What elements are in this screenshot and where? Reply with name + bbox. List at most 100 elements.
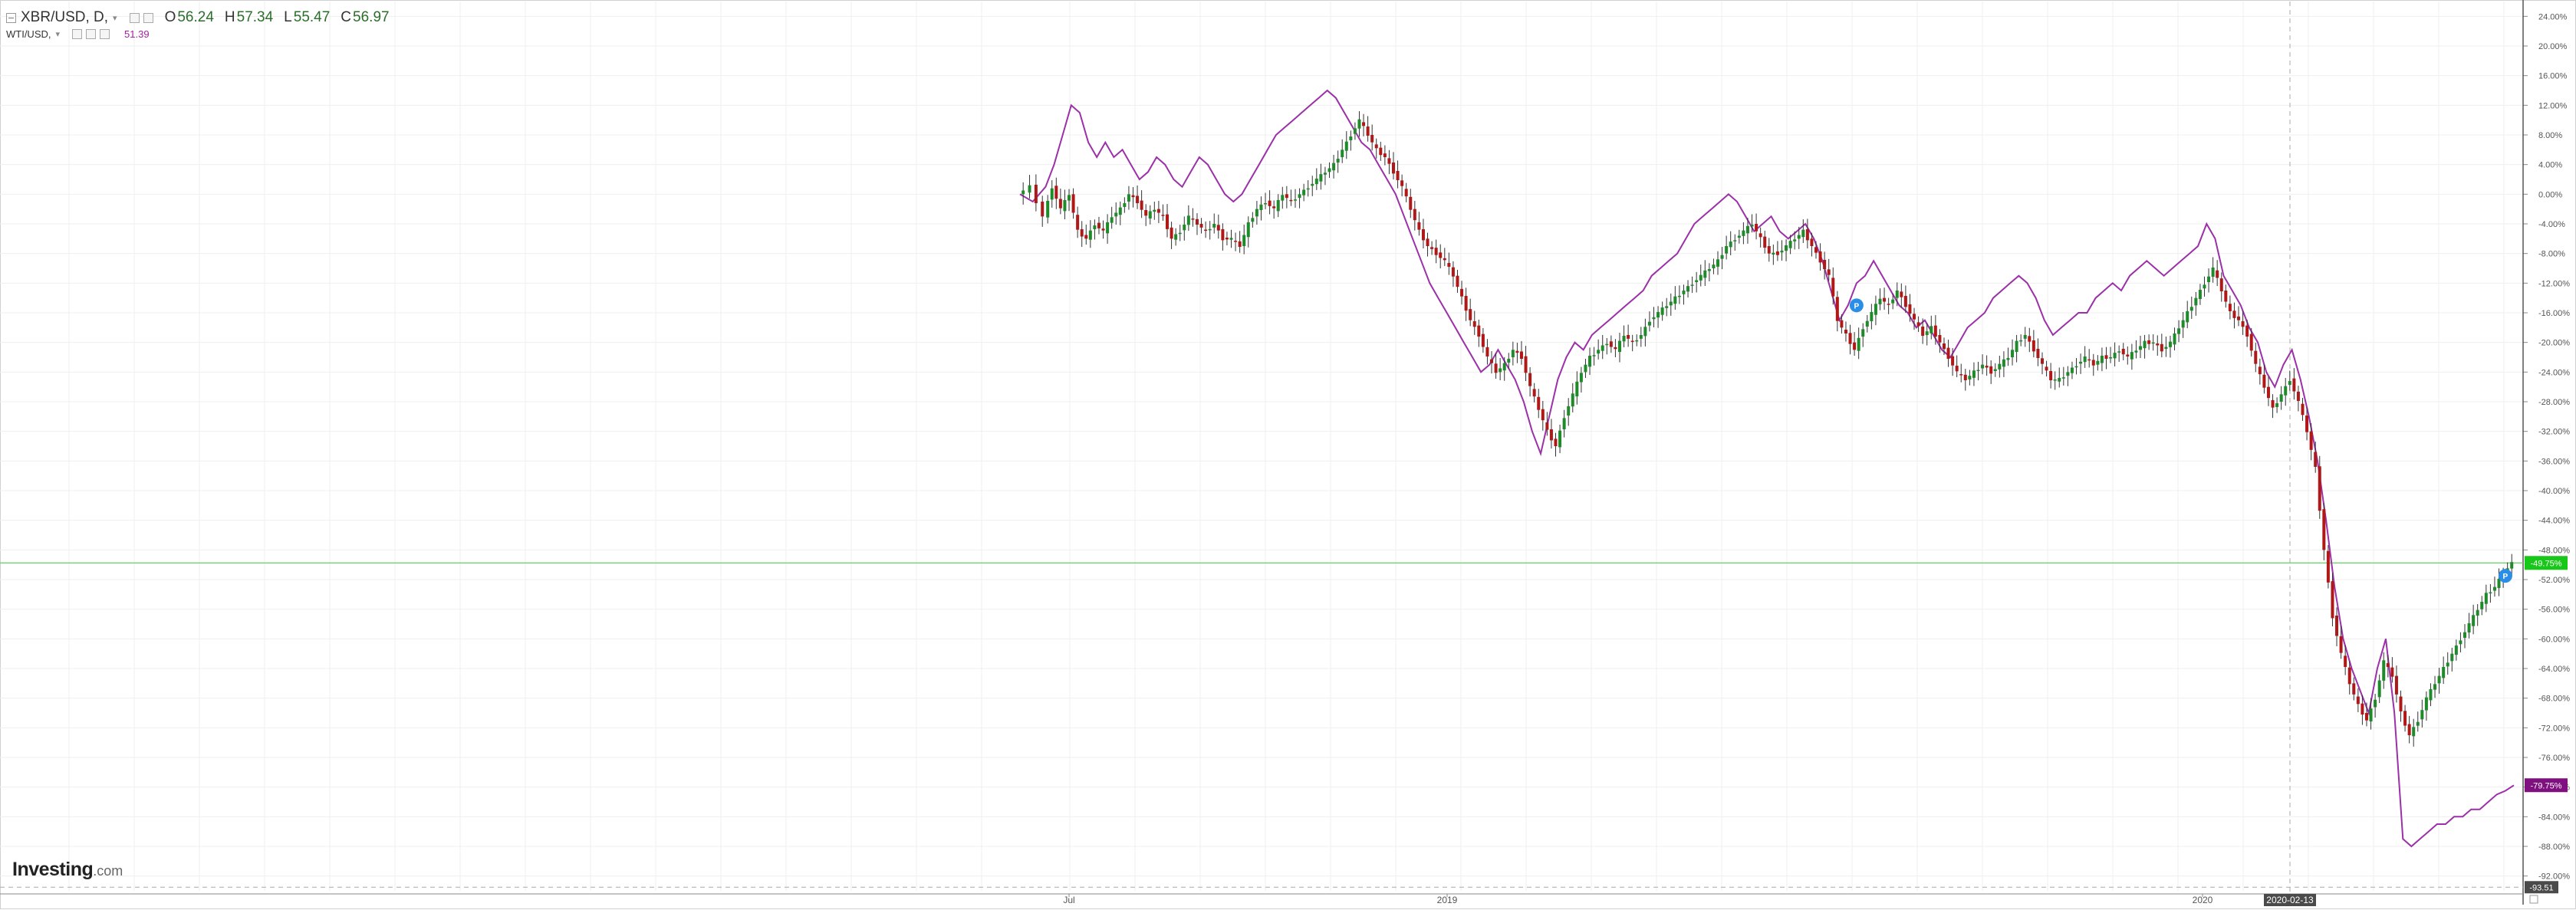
candle-down [1131,195,1135,198]
candle-down [1460,288,1464,297]
candle-down [2394,675,2398,695]
candle-down [2147,340,2151,344]
candle-down [1913,314,1916,320]
hide-icon[interactable] [143,12,153,23]
event-marker-icon[interactable]: P [2498,569,2512,583]
candle-down [1464,295,1468,311]
candle-up [2211,267,2215,278]
candle-down [1883,297,1887,302]
candle-down [1614,347,1617,350]
candle-down [1959,374,1963,376]
candle-up [2480,602,2484,609]
candle-up [1737,235,1741,238]
candle-down [1034,184,1038,204]
candle-up [2074,366,2078,368]
x-tick-label: Jul [1063,895,1074,905]
y-tick-label: -60.00% [2538,635,2570,644]
candle-down [1156,209,1160,213]
candle-up [2019,340,2023,342]
chevron-down-icon[interactable]: ▾ [55,29,61,39]
candle-down [2156,343,2160,346]
legend-overlay-series[interactable]: WTI/USD, ▾ 51.39 [6,26,390,41]
candle-down [1370,135,1374,143]
candle-up [1178,232,1182,235]
candle-down [1942,343,1946,350]
candle-up [2168,341,2172,347]
candle-up [1639,335,1643,339]
candle-down [1823,259,1827,270]
candle-up [2079,361,2083,364]
candle-up [2442,666,2446,678]
candle-up [1174,234,1178,240]
investing-logo: Investing.com [12,859,123,880]
candle-up [2164,347,2168,349]
candle-up [2484,593,2488,604]
candle-down [2292,378,2296,392]
candle-up [2066,372,2070,376]
candle-up [2467,623,2471,633]
candle-down [1439,252,1443,258]
legend-main-series[interactable]: XBR/USD, D, ▾ O 56.24 H 57.34 L 55.47 C 56.9… [6,9,390,26]
candle-down [1268,200,1272,206]
y-tick-label: 24.00% [2538,12,2568,21]
y-tick-label: -52.00% [2538,576,2570,585]
candle-down [2241,321,2245,327]
candle-up [1780,250,1784,253]
candle-up [2492,586,2496,591]
candle-up [1499,368,1502,373]
y-tick-label: 0.00% [2538,190,2562,199]
candle-up [1656,311,1660,318]
candle-down [2228,304,2232,311]
candle-down [2036,348,2040,359]
candle-down [1285,194,1288,199]
collapse-icon[interactable] [6,12,16,23]
remove-icon[interactable] [100,28,110,39]
candle-down [1080,228,1084,237]
candle-up [2109,357,2113,359]
candle-up [2412,727,2416,737]
candle-up [1259,204,1263,211]
candle-up [2489,592,2492,594]
candle-down [1840,320,1844,328]
settings-icon[interactable] [129,12,140,23]
y-tick-label: -4.00% [2538,220,2565,229]
candle-down [1515,350,1519,353]
candle-down [2344,655,2347,667]
candle-up [2015,340,2018,353]
crosshair-date-label: 2020-02-13 [2266,895,2314,905]
candle-down [1430,247,1434,249]
y-tick-label: -84.00% [2538,813,2570,822]
chevron-down-icon[interactable]: ▾ [113,13,117,23]
candle-down [1831,278,1835,297]
candle-down [2314,452,2318,467]
candle-down [2121,348,2125,355]
candle-up [1302,189,1306,195]
candle-up [2462,632,2466,638]
candle-down [1396,170,1400,181]
candle-up [1716,259,1719,267]
settings-icon[interactable] [72,28,83,39]
candle-up [2288,381,2291,385]
candle-up [1208,228,1212,231]
candle-up [1319,174,1323,182]
candle-down [1144,210,1148,216]
current-value-label: -49.75% [2531,559,2562,568]
candle-up [1028,185,1031,193]
candle-up [1998,363,2002,370]
candle-down [1814,247,1818,253]
candle-up [2429,688,2433,701]
candle-down [2045,366,2048,371]
candle-down [1404,189,1408,197]
candle-down [1289,199,1293,202]
candle-down [1758,233,1762,238]
candle-up [2139,346,2142,350]
candle-up [1246,222,1250,238]
candle-up [1660,307,1664,315]
candle-down [1041,202,1045,217]
candle-down [1161,215,1165,216]
hide-icon[interactable] [86,28,97,39]
event-marker-icon[interactable]: P [1849,298,1864,313]
candle-down [1374,144,1378,149]
